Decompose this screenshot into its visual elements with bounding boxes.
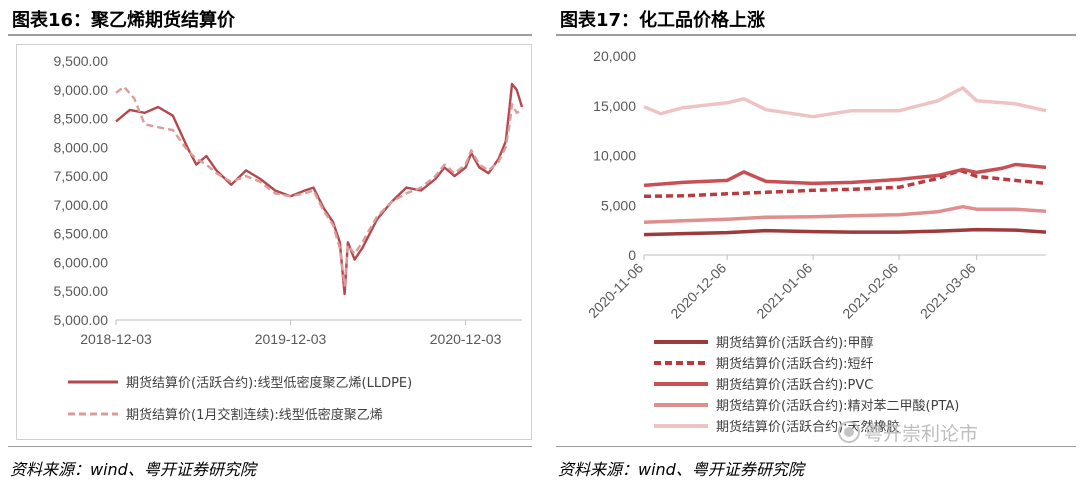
x-tick-label: 2021-03-06 xyxy=(917,260,979,322)
y-tick-label: 6,000.00 xyxy=(54,254,109,270)
legend-label: 期货结算价(活跃合约):精对苯二甲酸(PTA) xyxy=(716,398,959,414)
left-chart-plot: 5,000.00 5,500.00 6,000.00 6,500.00 7,000.00… xyxy=(54,53,524,423)
series-line xyxy=(643,86,1047,119)
x-tick-label: 2021-02-06 xyxy=(839,260,901,322)
left-source-note: 资料来源：wind、粤开证券研究院 xyxy=(10,460,256,479)
x-tick-label: 2020-12-03 xyxy=(430,331,502,347)
right-title-rule xyxy=(556,34,1076,36)
x-tick-label: 2018-12-03 xyxy=(80,331,152,347)
y-tick-label: 5,000 xyxy=(601,197,636,213)
x-tick-label: 2021-01-06 xyxy=(753,260,815,322)
x-tick-label: 2020-11-06 xyxy=(585,260,646,321)
series-line xyxy=(115,85,523,287)
watermark: 粤开崇利论市 xyxy=(838,418,978,446)
series-line xyxy=(643,204,1047,224)
wechat-logo-icon xyxy=(838,421,860,443)
left-chart-title: 图表16：聚乙烯期货结算价 xyxy=(12,10,236,31)
y-tick-label: 10,000 xyxy=(593,148,636,164)
y-tick-label: 20,000 xyxy=(593,48,636,64)
right-chart-plot: 0 5,000 10,000 15,000 20,000 2020-11-06 2020-1… xyxy=(585,48,1047,435)
series-line xyxy=(115,82,524,296)
right-chart-panel: 图表17：化工品价格上涨 0 5,000 10,000 15,000 20,000 202… xyxy=(548,0,1080,482)
x-tick-label: 2020-12-06 xyxy=(667,260,729,322)
legend-label: 期货结算价(活跃合约):线型低密度聚乙烯(LLDPE) xyxy=(126,375,412,391)
legend-label: 期货结算价(活跃合约):甲醇 xyxy=(716,335,874,351)
x-tick-label: 2019-12-03 xyxy=(255,331,327,347)
y-tick-label: 7,000.00 xyxy=(54,197,109,213)
right-bottom-rule xyxy=(556,446,1076,447)
left-chart-frame xyxy=(16,44,532,440)
right-chart-title: 图表17：化工品价格上涨 xyxy=(560,10,766,31)
y-tick-label: 6,500.00 xyxy=(54,226,109,242)
y-tick-label: 15,000 xyxy=(593,98,636,114)
y-tick-label: 8,500.00 xyxy=(54,111,109,127)
legend-label: 期货结算价(1月交割连续):线型低密度聚乙烯 xyxy=(126,407,383,423)
legend-label: 期货结算价(活跃合约):PVC xyxy=(716,377,873,393)
watermark-text: 粤开崇利论市 xyxy=(864,422,979,445)
left-chart-panel: 图表16：聚乙烯期货结算价 5,000.00 5,500.00 6,000.00 6,… xyxy=(0,0,536,482)
series-line xyxy=(643,227,1047,237)
series-line xyxy=(643,162,1047,188)
y-tick-label: 5,500.00 xyxy=(54,283,109,299)
y-tick-label: 7,500.00 xyxy=(54,168,109,184)
y-tick-label: 0 xyxy=(628,247,636,263)
left-title-rule xyxy=(8,34,532,36)
right-source-note: 资料来源：wind、粤开证券研究院 xyxy=(558,460,804,479)
y-tick-label: 9,000.00 xyxy=(54,82,109,98)
series-line xyxy=(643,168,1047,199)
legend-label: 期货结算价(活跃合约):短纤 xyxy=(716,356,874,372)
y-tick-label: 8,000.00 xyxy=(54,139,109,155)
left-bottom-rule xyxy=(8,446,532,447)
y-tick-label: 5,000.00 xyxy=(54,312,109,328)
y-tick-label: 9,500.00 xyxy=(54,53,109,69)
